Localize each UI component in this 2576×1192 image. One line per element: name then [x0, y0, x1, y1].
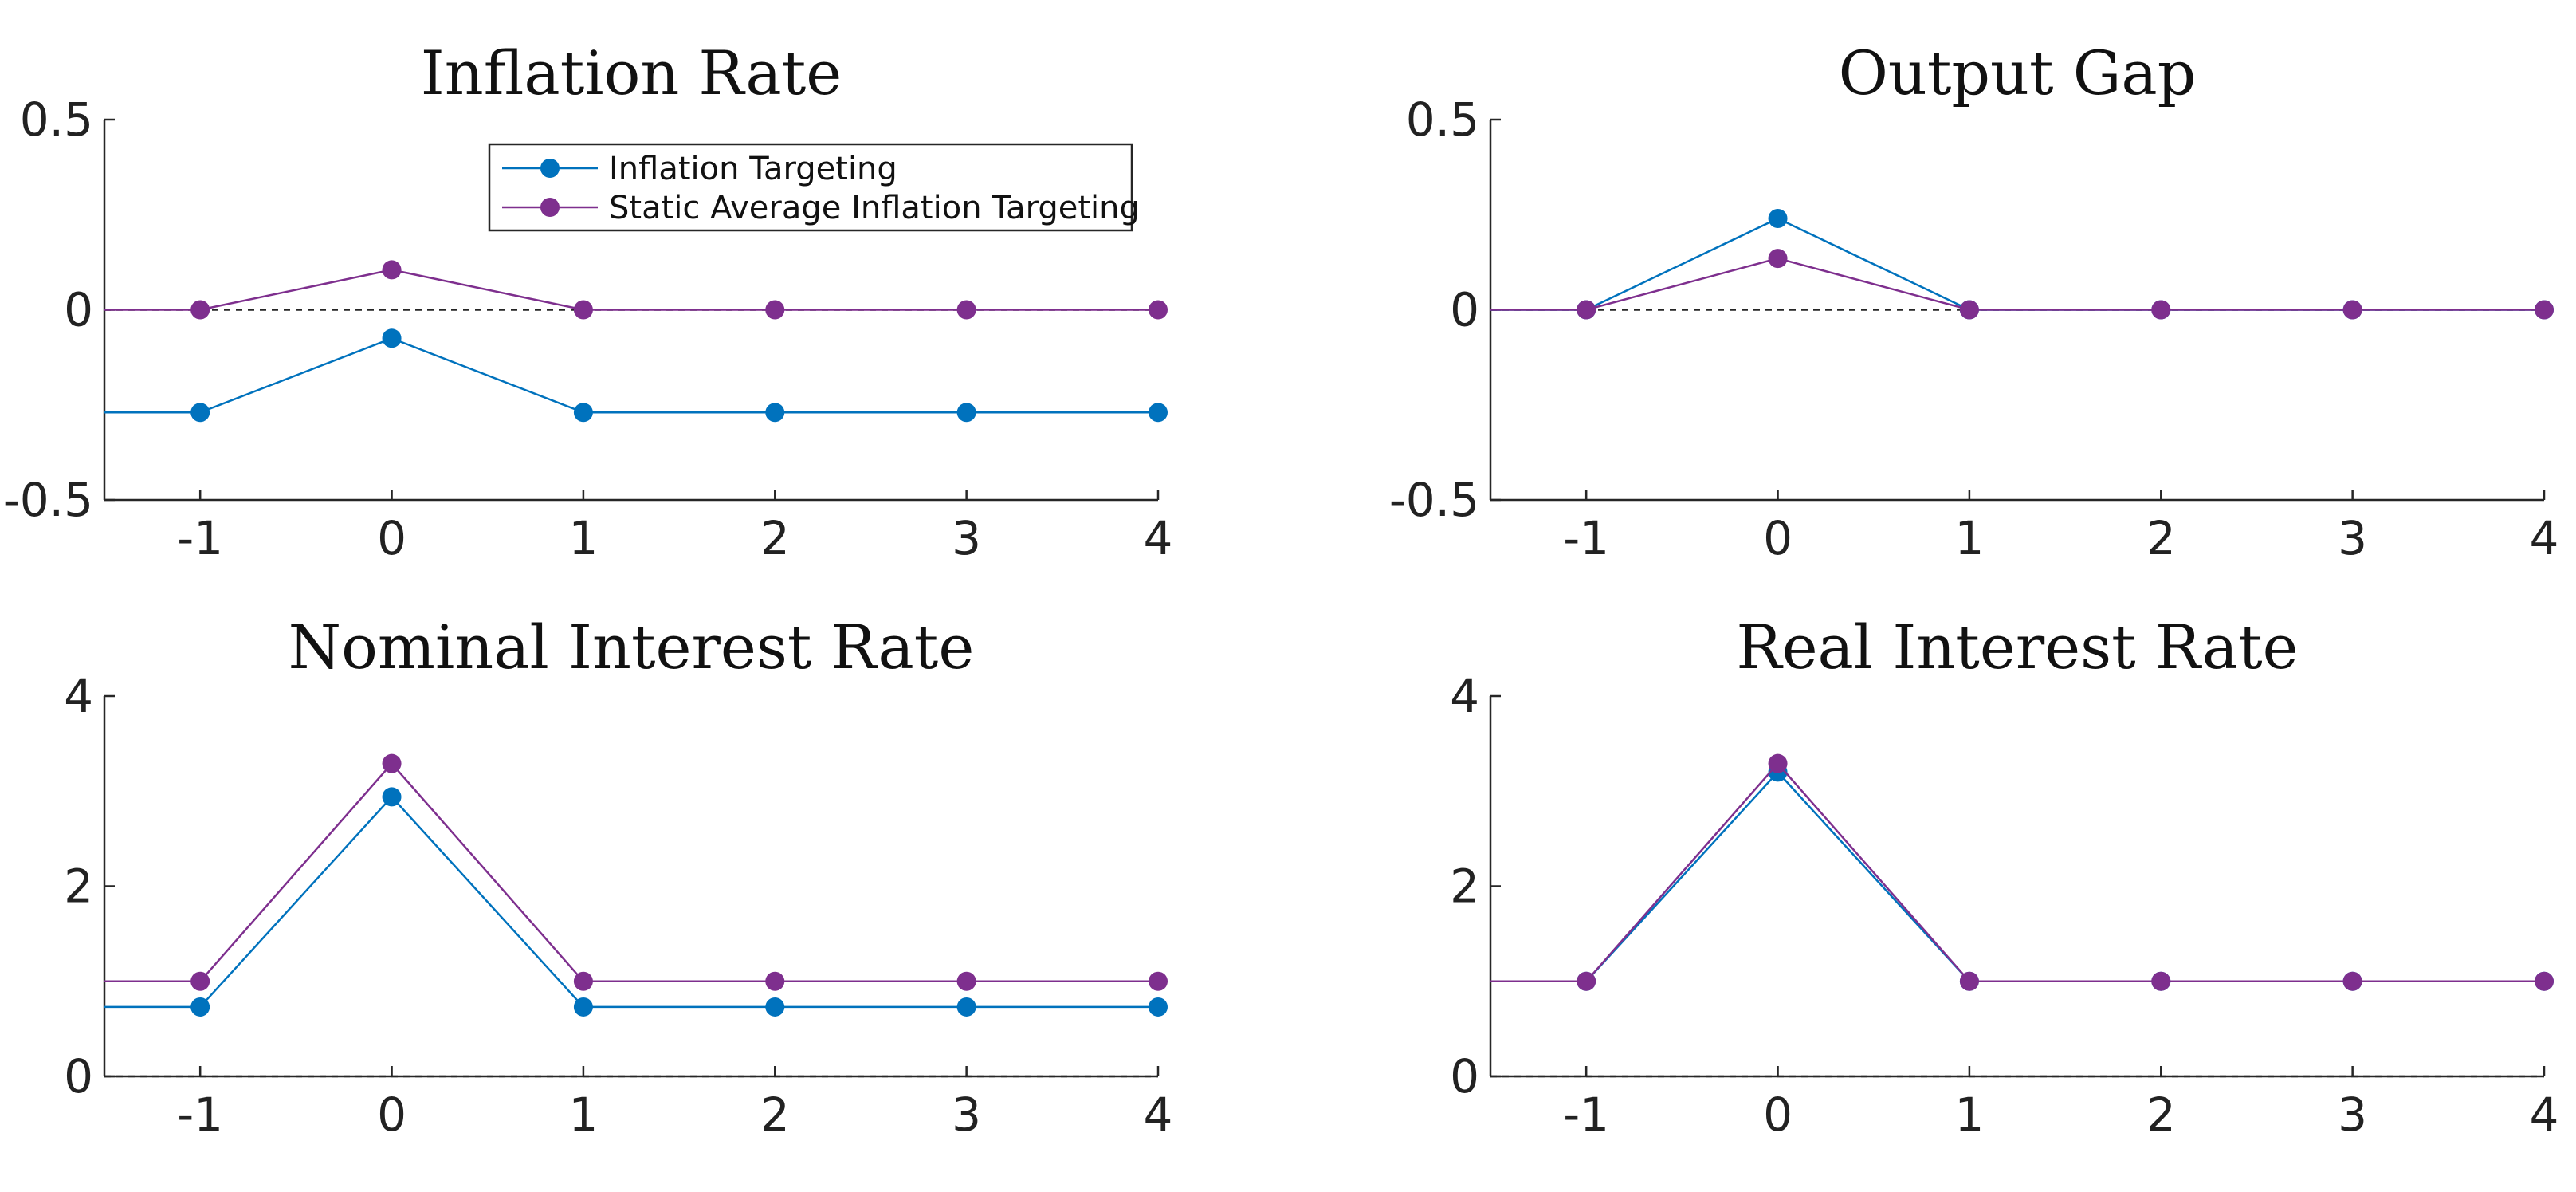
y-tick-label: 4 [1450, 669, 1479, 723]
data-point-static-average-inflation-targeting [2342, 971, 2362, 991]
data-point-static-average-inflation-targeting [573, 300, 593, 320]
data-point-static-average-inflation-targeting [2535, 971, 2554, 991]
x-tick-label: 0 [377, 511, 406, 565]
legend-marker-sample [540, 159, 560, 178]
data-point-static-average-inflation-targeting [765, 971, 785, 991]
legend-marker-sample [540, 198, 560, 217]
subplot-4: Real Interest Rate 4 2 0 -1 0 1 2 3 4 [1450, 612, 2558, 1142]
x-tick-label: -1 [1563, 511, 1609, 565]
y-tick-label: 0 [64, 283, 93, 337]
data-point-static-average-inflation-targeting [1768, 753, 1788, 773]
legend-box [488, 143, 1133, 232]
data-point-static-average-inflation-targeting [2151, 971, 2171, 991]
data-point-inflation-targeting [956, 997, 976, 1017]
data-point-static-average-inflation-targeting [956, 971, 976, 991]
data-point-static-average-inflation-targeting [382, 753, 402, 773]
subplot-3: Nominal Interest Rate 4 2 0 -1 0 1 2 3 4 [64, 612, 1172, 1142]
x-tick-label: -1 [1563, 1088, 1609, 1142]
data-point-static-average-inflation-targeting [382, 260, 402, 280]
data-point-static-average-inflation-targeting [765, 300, 785, 320]
subplot-title: Output Gap [1839, 37, 2197, 108]
data-point-static-average-inflation-targeting [1577, 971, 1596, 991]
data-point-inflation-targeting [573, 997, 593, 1017]
data-point-static-average-inflation-targeting [956, 300, 976, 320]
data-point-static-average-inflation-targeting [573, 971, 593, 991]
x-tick-label: 0 [377, 1088, 406, 1142]
data-point-inflation-targeting [573, 403, 593, 423]
data-point-static-average-inflation-targeting [190, 971, 210, 991]
data-point-static-average-inflation-targeting [2535, 300, 2554, 320]
data-point-inflation-targeting [190, 403, 210, 423]
data-point-inflation-targeting [190, 997, 210, 1017]
data-point-inflation-targeting [956, 403, 976, 423]
y-tick-label: -0.5 [3, 473, 93, 527]
data-point-static-average-inflation-targeting [1959, 971, 1979, 991]
subplot-title: Real Interest Rate [1736, 612, 2298, 683]
subplot-title: Inflation Rate [421, 37, 842, 108]
x-tick-label: 2 [760, 511, 790, 565]
y-tick-label: 0.5 [1406, 92, 1479, 147]
y-tick-label: 4 [64, 669, 93, 723]
x-tick-label: 2 [760, 1088, 790, 1142]
data-point-static-average-inflation-targeting [1149, 300, 1168, 320]
x-tick-label: 1 [568, 511, 598, 565]
subplot-2: Output Gap 0.5 0 -0.5 -1 0 1 2 3 4 [1389, 37, 2559, 565]
x-tick-label: -1 [177, 1088, 223, 1142]
subplot-title: Nominal Interest Rate [289, 612, 975, 683]
x-tick-label: 3 [952, 1088, 981, 1142]
x-tick-label: 1 [1954, 511, 1984, 565]
y-tick-label: 0 [64, 1049, 93, 1103]
x-tick-label: 3 [2338, 511, 2367, 565]
x-tick-label: 4 [2530, 511, 2559, 565]
data-point-inflation-targeting [1768, 209, 1788, 229]
data-point-inflation-targeting [765, 403, 785, 423]
x-tick-label: 0 [1763, 1088, 1793, 1142]
x-tick-label: 3 [2338, 1088, 2367, 1142]
y-tick-label: -0.5 [1389, 473, 1479, 527]
x-tick-label: 2 [2146, 511, 2176, 565]
data-point-inflation-targeting [382, 328, 402, 348]
data-point-static-average-inflation-targeting [1959, 300, 1979, 320]
x-tick-label: 2 [2146, 1088, 2176, 1142]
y-tick-label: 0.5 [20, 92, 93, 147]
data-point-static-average-inflation-targeting [1149, 971, 1168, 991]
x-tick-label: 0 [1763, 511, 1793, 565]
y-tick-label: 2 [1450, 860, 1479, 914]
data-point-inflation-targeting [1149, 403, 1168, 423]
y-tick-label: 0 [1450, 1049, 1479, 1103]
data-point-static-average-inflation-targeting [1577, 300, 1596, 320]
x-tick-label: 4 [1144, 511, 1173, 565]
data-point-inflation-targeting [765, 997, 785, 1017]
x-tick-label: 3 [952, 511, 981, 565]
x-tick-label: 1 [568, 1088, 598, 1142]
legend-entry-label: Inflation Targeting [609, 151, 897, 187]
x-tick-label: 1 [1954, 1088, 1984, 1142]
x-tick-label: -1 [177, 511, 223, 565]
legend-entry-label: Static Average Inflation Targeting [609, 190, 1140, 226]
data-point-static-average-inflation-targeting [2151, 300, 2171, 320]
data-point-static-average-inflation-targeting [1768, 249, 1788, 269]
data-point-static-average-inflation-targeting [190, 300, 210, 320]
x-tick-label: 4 [1144, 1088, 1173, 1142]
data-point-inflation-targeting [382, 787, 402, 807]
y-tick-label: 0 [1450, 283, 1479, 337]
subplot-1: Inflation Rate 0.5 0 -0.5 -1 0 1 2 3 4 [3, 37, 1173, 565]
data-point-inflation-targeting [1149, 997, 1168, 1017]
data-point-static-average-inflation-targeting [2342, 300, 2362, 320]
y-tick-label: 2 [64, 860, 93, 914]
x-tick-label: 4 [2530, 1088, 2559, 1142]
